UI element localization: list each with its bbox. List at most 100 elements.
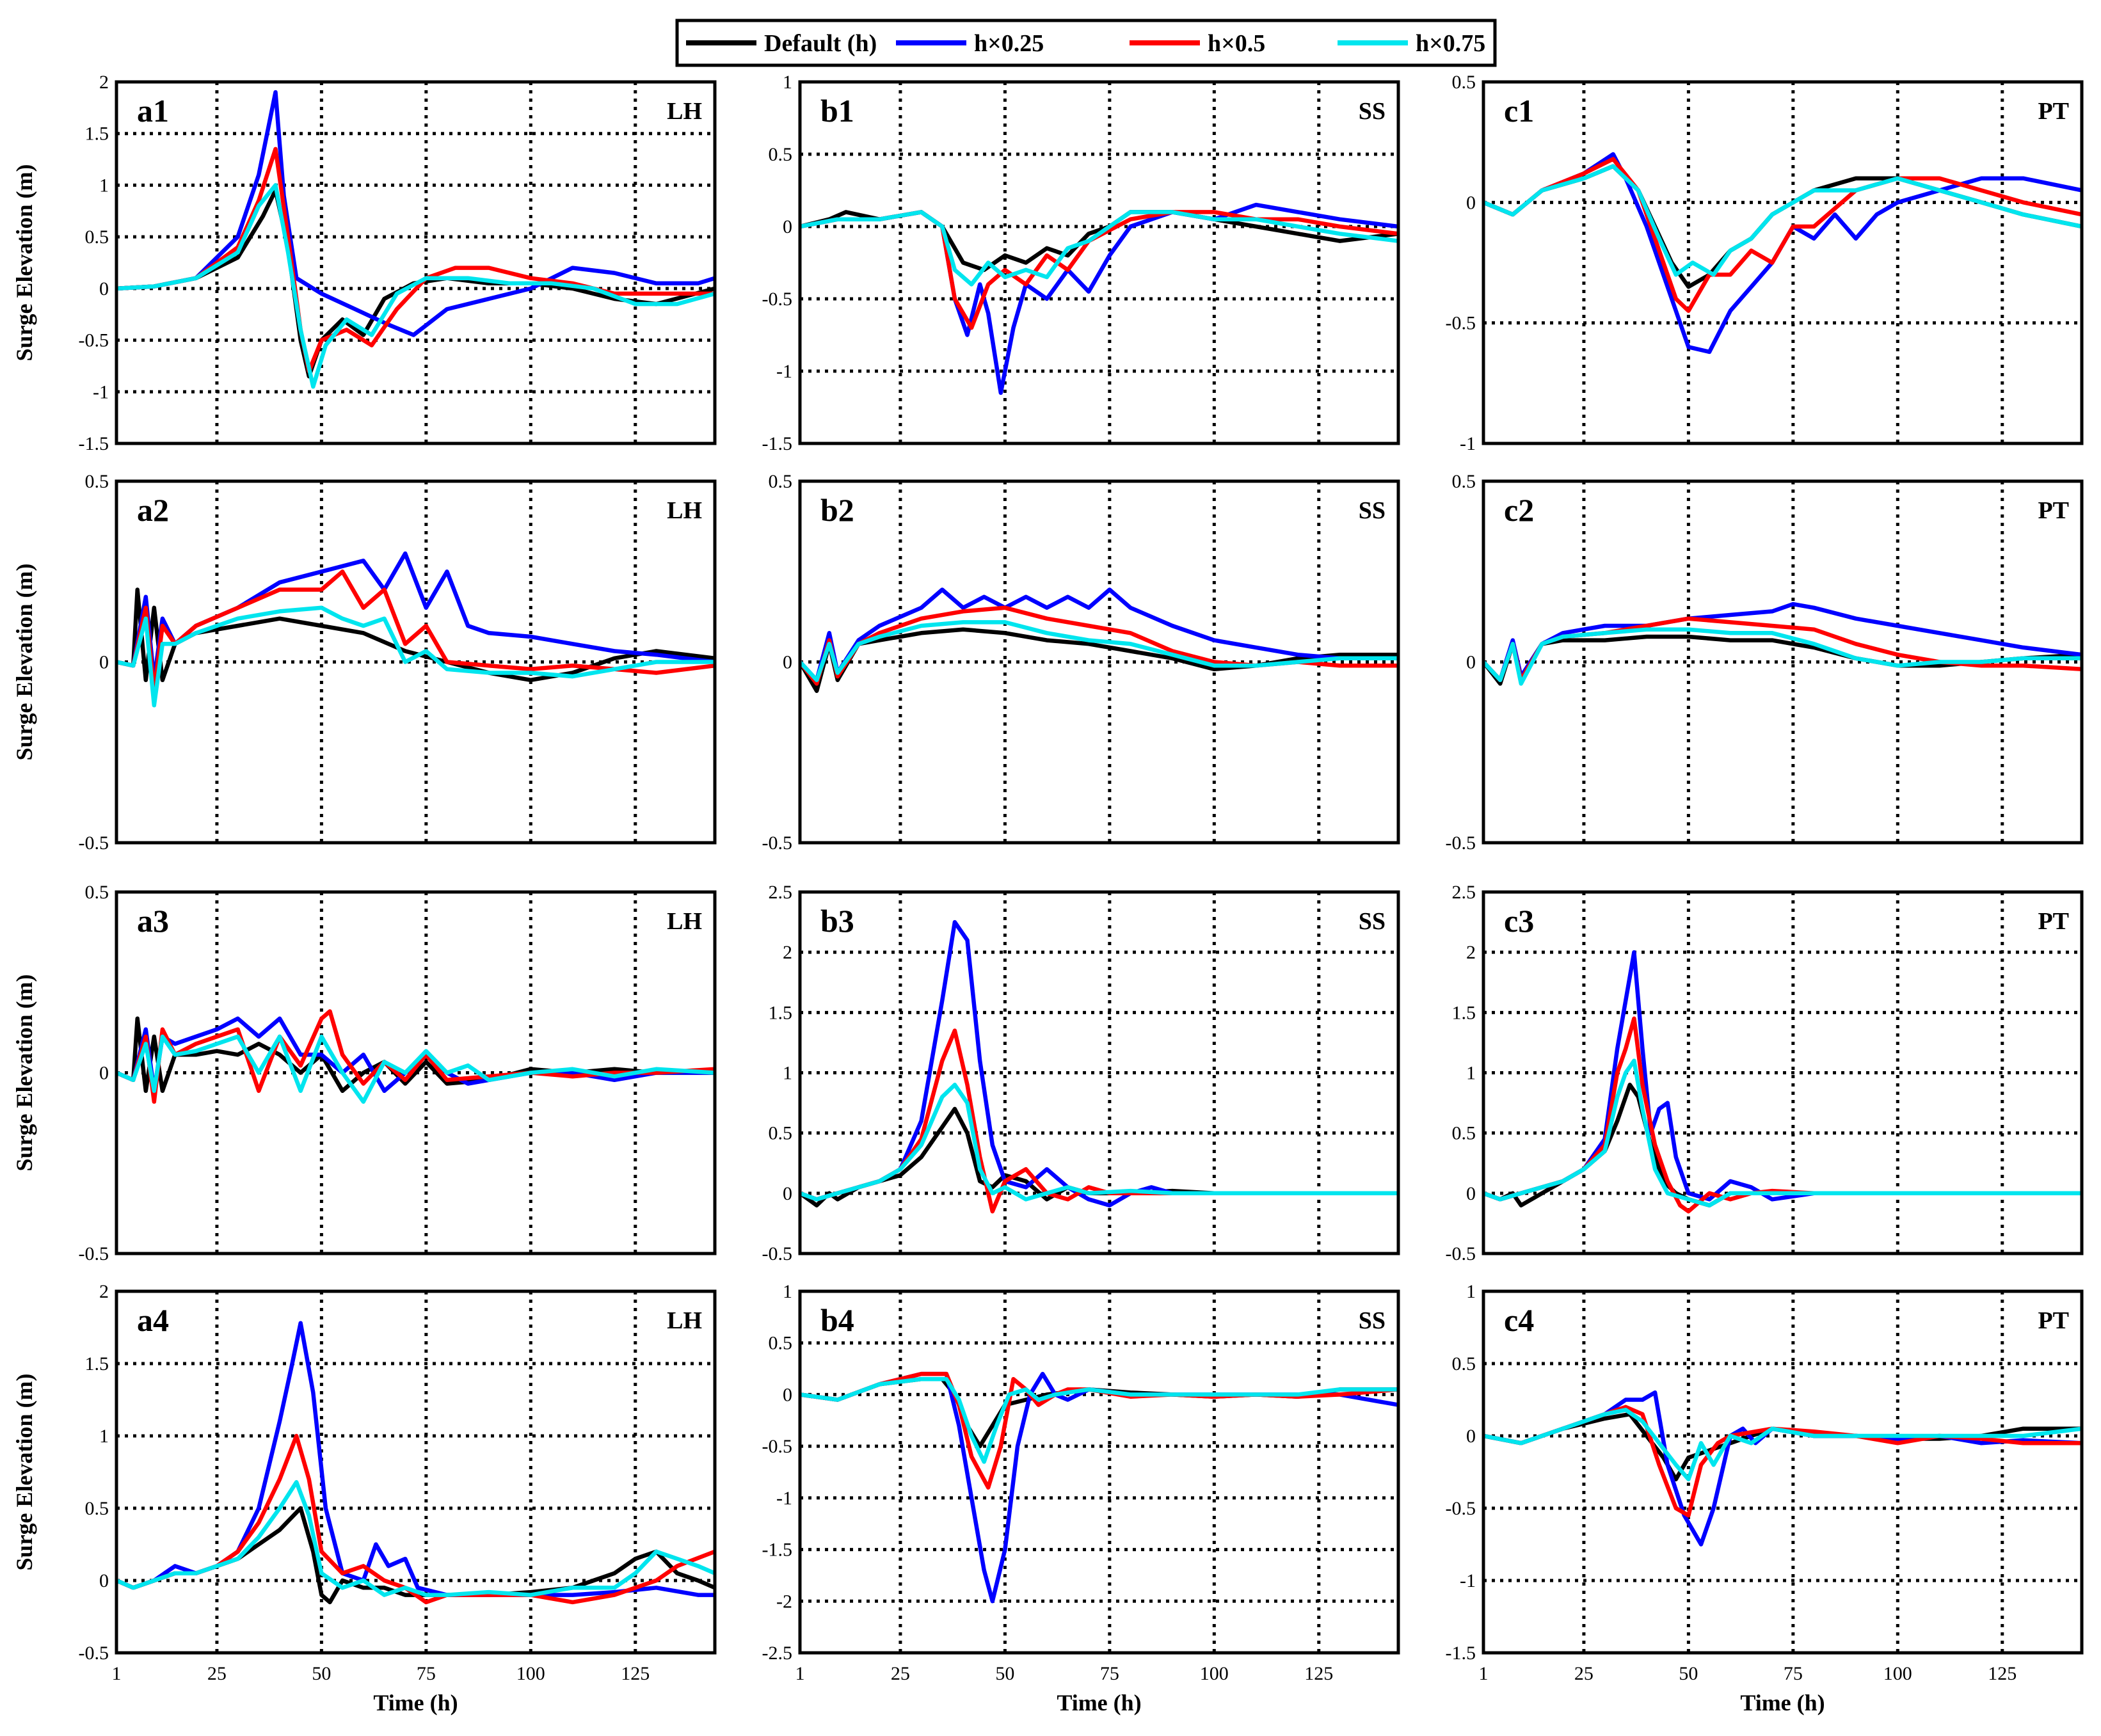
- y-tick-label: -1.5: [762, 1540, 793, 1561]
- plot-frame: [115, 80, 717, 445]
- y-tick-label: 0: [99, 1570, 109, 1591]
- x-axis-title: Time (h): [1740, 1690, 1825, 1716]
- plot-frame: [1482, 890, 2084, 1255]
- y-tick-label: 0: [99, 278, 109, 299]
- series-group: [1483, 950, 2082, 1214]
- y-tick-label: -0.5: [1446, 1498, 1476, 1519]
- y-tick-label: 0.5: [769, 1333, 793, 1354]
- x-tick-label: 75: [1100, 1663, 1119, 1684]
- series-line-b1-h075: [800, 210, 1398, 287]
- x-tick-label: 50: [995, 1663, 1014, 1684]
- y-tick-label: -0.5: [79, 832, 109, 854]
- y-axis-title: Surge Elevation (m): [12, 1374, 37, 1571]
- y-tick-label: 0: [1466, 652, 1476, 673]
- y-tick-label: 0: [783, 216, 792, 237]
- series-group: [116, 90, 715, 389]
- plot-frame: [798, 479, 1400, 845]
- y-tick-label: -2.5: [762, 1643, 793, 1664]
- panel-a2: -0.5 0 0.5 Surge Elevation (m) a2 LH: [12, 471, 717, 854]
- legend-label-2: h×0.5: [1208, 30, 1265, 57]
- series-line-a2-h05: [116, 569, 715, 693]
- series-line-a1-h05: [116, 147, 715, 374]
- site-label: PT: [2038, 908, 2069, 935]
- legend-label-0: Default (h): [764, 30, 877, 57]
- plot-frame: [1482, 1289, 2084, 1655]
- panel-b2: -0.5 0 0.5 b2 SS: [762, 471, 1400, 854]
- site-label: PT: [2038, 497, 2069, 524]
- series-line-c3-h075: [1483, 1058, 2082, 1207]
- y-tick-label: 1: [1466, 1063, 1476, 1084]
- series-group: [1483, 1390, 2082, 1547]
- series-group: [800, 920, 1398, 1214]
- plot-frame: [1482, 80, 2084, 445]
- y-tick-label: 0.5: [85, 1498, 109, 1519]
- y-tick-label: -0.5: [79, 1243, 109, 1264]
- plot-frame: [798, 1289, 1400, 1655]
- series-group: [116, 1009, 715, 1104]
- series-line-a2-h075: [116, 605, 715, 708]
- panel-id-label: a1: [137, 93, 169, 129]
- y-tick-label: 0: [1466, 192, 1476, 213]
- y-tick-label: -0.5: [762, 832, 793, 854]
- y-tick-label: 0.5: [769, 144, 793, 165]
- series-line-a1-default: [116, 188, 715, 379]
- series-group: [800, 202, 1398, 395]
- y-tick-label: 0: [99, 1063, 109, 1084]
- y-tick-label: -2: [776, 1591, 792, 1612]
- series-line-a3-h075: [116, 1034, 715, 1104]
- y-tick-label: -1.5: [1446, 1643, 1476, 1664]
- series-group: [116, 551, 715, 708]
- site-label: SS: [1359, 98, 1386, 125]
- site-label: LH: [667, 98, 702, 125]
- panel-a1: -1.5 -1 -0.5 0 0.5 1 1.5 2 Surge Elevation (m) a1…: [12, 72, 717, 454]
- y-tick-label: 0: [783, 1384, 792, 1405]
- y-tick-label: 2: [783, 942, 792, 963]
- y-tick-label: 1.5: [85, 1353, 109, 1374]
- x-tick-label: 75: [417, 1663, 436, 1684]
- series-line-a1-h025: [116, 90, 715, 337]
- y-tick-label: 1.5: [1452, 1002, 1476, 1023]
- y-tick-label: -1: [776, 361, 792, 382]
- y-tick-label: -0.5: [762, 1436, 793, 1457]
- y-tick-label: 1: [99, 1426, 109, 1447]
- x-tick-label: 1: [1479, 1663, 1489, 1684]
- series-group: [1483, 152, 2082, 354]
- panel-c2: -0.5 0 0.5 c2 PT: [1446, 471, 2084, 854]
- site-label: PT: [2038, 98, 2069, 125]
- y-tick-label: 2: [99, 72, 109, 93]
- y-tick-label: 0.5: [85, 882, 109, 903]
- series-line-c1-h05: [1483, 157, 2082, 314]
- y-tick-label: 0: [783, 1183, 792, 1204]
- series-line-c1-h025: [1483, 152, 2082, 354]
- x-tick-label: 25: [891, 1663, 910, 1684]
- site-label: SS: [1359, 908, 1386, 935]
- x-axis-title: Time (h): [373, 1690, 458, 1716]
- x-tick-label: 125: [1988, 1663, 2017, 1684]
- x-tick-label: 50: [312, 1663, 331, 1684]
- y-tick-label: 0.5: [85, 471, 109, 492]
- panel-id-label: c1: [1504, 93, 1534, 129]
- series-line-a4-h075: [116, 1480, 715, 1597]
- y-tick-label: 1.5: [769, 1002, 793, 1023]
- panel-id-label: b4: [820, 1302, 854, 1338]
- series-group: [800, 1371, 1398, 1604]
- plot-frame: [1482, 479, 2084, 845]
- y-tick-label: 0: [1466, 1426, 1476, 1447]
- plot-frame: [115, 890, 717, 1255]
- series-line-c4-default: [1483, 1412, 2082, 1482]
- panels-grid: -1.5 -1 -0.5 0 0.5 1 1.5 2 Surge Elevation (m) a1…: [12, 72, 2084, 1716]
- panel-id-label: b1: [820, 93, 854, 129]
- y-tick-label: 1: [783, 1281, 792, 1302]
- y-tick-label: 1: [99, 175, 109, 196]
- plot-frame: [115, 1289, 717, 1655]
- y-tick-label: 0.5: [769, 1123, 793, 1144]
- series-line-b2-h075: [800, 620, 1398, 683]
- y-tick-label: 2.5: [769, 882, 793, 903]
- x-tick-label: 100: [516, 1663, 545, 1684]
- y-tick-label: 0.5: [85, 227, 109, 248]
- panel-id-label: a2: [137, 492, 169, 528]
